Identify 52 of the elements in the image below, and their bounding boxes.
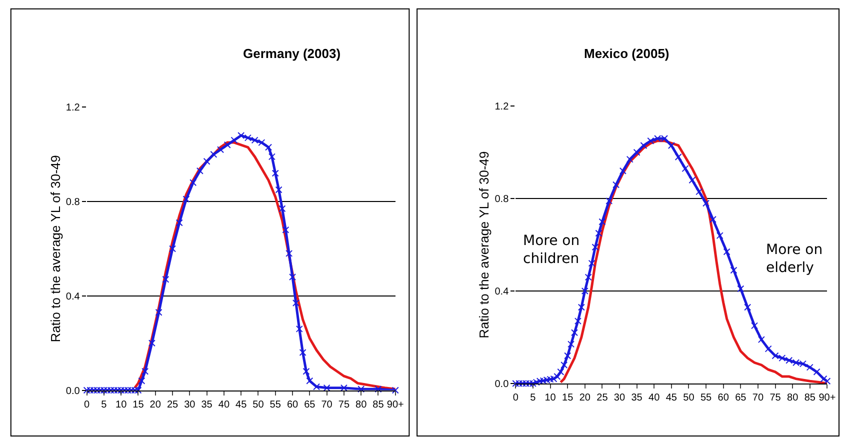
x-tick-label: 65 (735, 392, 747, 404)
x-tick-label: 60 (286, 399, 299, 410)
x-tick-label: 55 (700, 392, 712, 404)
x-tick-label: 75 (770, 392, 782, 404)
x-tick-label: 75 (338, 399, 350, 410)
x-tick-label: 90+ (386, 399, 404, 410)
chart-title: Germany (2003) (243, 46, 341, 61)
y-tick-label: 0.0 (66, 386, 80, 397)
y-tick-label: 0.8 (494, 194, 510, 206)
x-tick-label: 25 (596, 392, 608, 404)
x-tick-label: 20 (579, 392, 591, 404)
x-tick-label: 15 (132, 399, 144, 410)
annotation: More on children (523, 233, 580, 268)
x-tick-label: 0 (84, 399, 90, 410)
x-tick-label: 15 (562, 392, 574, 404)
x-tick-label: 80 (356, 399, 368, 410)
x-tick-label: 85 (804, 392, 816, 404)
x-tick-label: 30 (184, 399, 196, 410)
x-tick-label: 80 (787, 392, 799, 404)
x-tick-label: 70 (321, 399, 333, 410)
y-tick-label: 1.2 (494, 102, 510, 113)
x-tick-label: 90+ (818, 392, 836, 404)
x-tick-label: 10 (116, 399, 128, 410)
x-tick-label: 55 (270, 399, 282, 410)
y-tick-label: 0.0 (494, 378, 510, 390)
x-tick-label: 20 (150, 399, 162, 410)
x-tick-label: 45 (666, 392, 678, 404)
x-tick-label: 50 (252, 399, 264, 410)
x-tick-label: 60 (718, 392, 730, 404)
x-tick-label: 10 (544, 392, 556, 404)
y-tick-label: 0.4 (494, 286, 510, 298)
x-tick-label: 50 (683, 392, 695, 404)
y-tick-label: 0.8 (66, 197, 80, 208)
annotation: More on elderly (766, 242, 823, 276)
x-tick-label: 65 (304, 399, 316, 410)
x-tick-label: 45 (236, 399, 248, 410)
x-tick-label: 35 (631, 392, 643, 404)
chart-title: Mexico (2005) (584, 46, 670, 61)
x-tick-label: 5 (101, 399, 108, 410)
x-tick-label: 40 (218, 399, 230, 410)
x-tick-label: 30 (614, 392, 626, 404)
x-tick-label: 85 (372, 399, 384, 410)
y-tick-label: 0.4 (66, 291, 80, 302)
x-tick-label: 25 (166, 399, 179, 410)
y-axis-title: Ratio to the average YL of 30-49 (48, 155, 63, 342)
x-tick-label: 5 (530, 392, 536, 404)
y-tick-label: 1.2 (66, 102, 80, 114)
y-axis-title: Ratio to the average YL of 30-49 (476, 151, 492, 338)
x-tick-label: 0 (512, 392, 519, 404)
x-tick-label: 40 (648, 392, 660, 404)
x-tick-label: 35 (201, 399, 213, 410)
x-tick-label: 70 (752, 392, 764, 404)
